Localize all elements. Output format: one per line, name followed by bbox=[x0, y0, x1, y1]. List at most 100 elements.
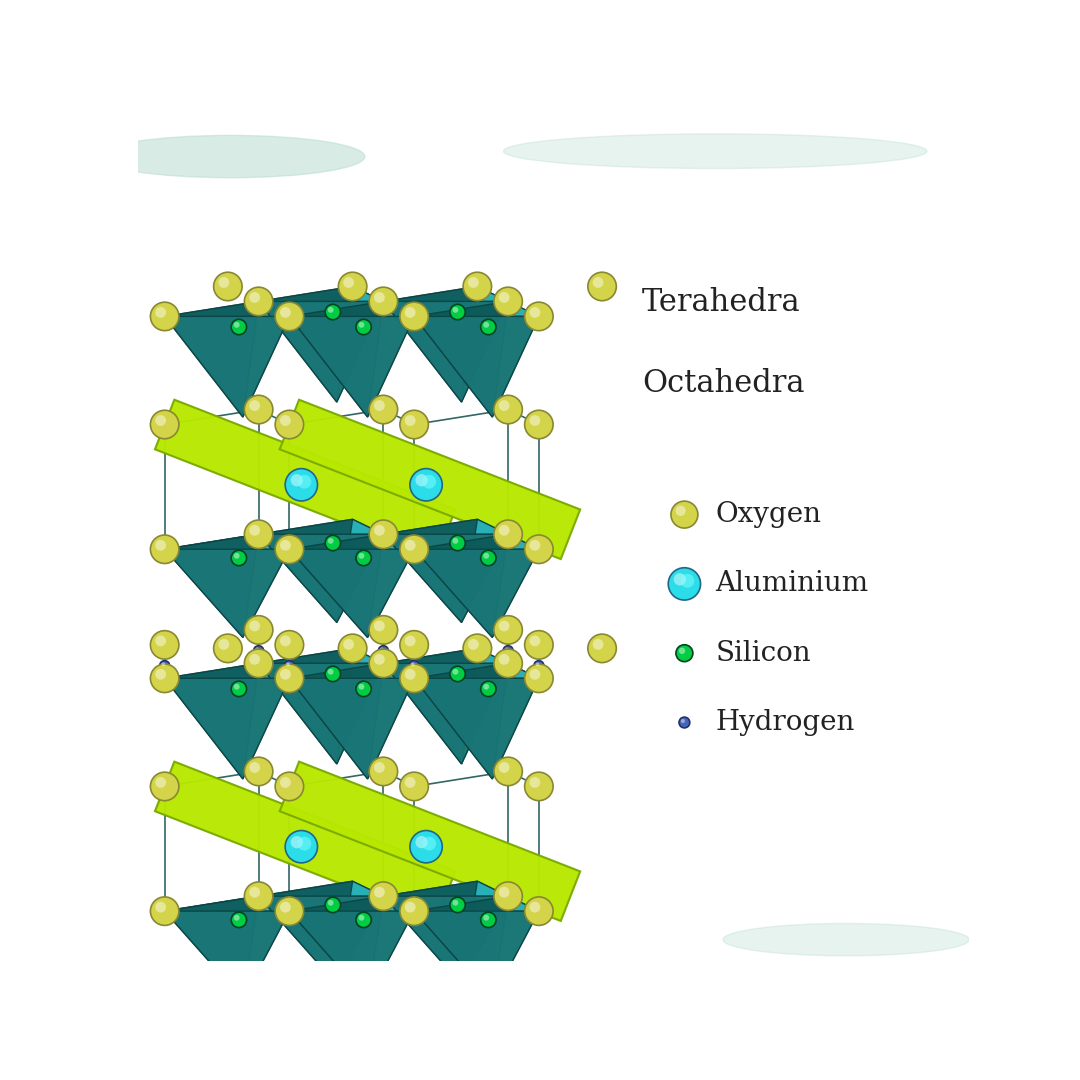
Polygon shape bbox=[414, 316, 539, 417]
Polygon shape bbox=[289, 896, 383, 999]
Circle shape bbox=[405, 307, 416, 318]
Circle shape bbox=[156, 635, 166, 646]
Circle shape bbox=[463, 272, 491, 300]
Circle shape bbox=[525, 410, 553, 438]
Circle shape bbox=[284, 1023, 295, 1032]
Circle shape bbox=[231, 320, 246, 335]
Circle shape bbox=[679, 717, 690, 728]
Ellipse shape bbox=[95, 135, 365, 178]
Circle shape bbox=[150, 535, 179, 564]
Polygon shape bbox=[243, 896, 289, 999]
Circle shape bbox=[275, 631, 303, 659]
Circle shape bbox=[380, 1010, 383, 1013]
Ellipse shape bbox=[503, 134, 927, 168]
Circle shape bbox=[218, 278, 229, 288]
Circle shape bbox=[380, 647, 383, 651]
Circle shape bbox=[156, 415, 166, 426]
Circle shape bbox=[356, 320, 372, 335]
Circle shape bbox=[405, 998, 416, 1009]
Polygon shape bbox=[289, 912, 414, 999]
Circle shape bbox=[280, 669, 291, 679]
Polygon shape bbox=[383, 648, 508, 663]
Circle shape bbox=[400, 302, 429, 330]
Circle shape bbox=[676, 645, 693, 662]
Circle shape bbox=[378, 646, 389, 656]
Text: Silicon: Silicon bbox=[715, 639, 811, 666]
Circle shape bbox=[529, 415, 540, 426]
Polygon shape bbox=[383, 286, 477, 402]
Text: Aluminium: Aluminium bbox=[715, 570, 868, 597]
Circle shape bbox=[249, 762, 260, 773]
Polygon shape bbox=[289, 301, 383, 417]
Circle shape bbox=[369, 616, 397, 644]
Circle shape bbox=[249, 400, 260, 411]
Circle shape bbox=[356, 681, 372, 697]
Text: Oxygen: Oxygen bbox=[715, 501, 821, 528]
Circle shape bbox=[503, 646, 513, 656]
Circle shape bbox=[481, 320, 496, 335]
Polygon shape bbox=[164, 301, 258, 417]
Polygon shape bbox=[258, 535, 383, 622]
Circle shape bbox=[525, 302, 553, 330]
Circle shape bbox=[285, 469, 318, 501]
Circle shape bbox=[525, 772, 553, 800]
Polygon shape bbox=[164, 896, 258, 999]
Circle shape bbox=[481, 913, 496, 928]
Polygon shape bbox=[243, 535, 289, 637]
Circle shape bbox=[338, 634, 367, 663]
Circle shape bbox=[244, 977, 273, 1007]
Circle shape bbox=[534, 1023, 544, 1032]
Circle shape bbox=[593, 639, 604, 650]
Circle shape bbox=[499, 525, 510, 536]
Circle shape bbox=[280, 415, 291, 426]
Circle shape bbox=[343, 278, 354, 288]
Polygon shape bbox=[461, 286, 508, 402]
Circle shape bbox=[680, 719, 685, 723]
Text: Octahedra: Octahedra bbox=[642, 368, 805, 400]
Circle shape bbox=[244, 616, 273, 644]
Circle shape bbox=[254, 1008, 264, 1017]
Polygon shape bbox=[289, 896, 414, 912]
Circle shape bbox=[494, 757, 523, 785]
Polygon shape bbox=[289, 535, 383, 637]
Circle shape bbox=[529, 635, 540, 646]
Circle shape bbox=[327, 307, 334, 313]
Circle shape bbox=[450, 536, 465, 551]
Circle shape bbox=[374, 525, 384, 536]
Circle shape bbox=[249, 983, 260, 994]
Circle shape bbox=[150, 993, 179, 1021]
Circle shape bbox=[453, 538, 458, 544]
Polygon shape bbox=[337, 519, 383, 622]
Text: Terahedra: Terahedra bbox=[642, 287, 800, 319]
Polygon shape bbox=[414, 678, 539, 779]
Polygon shape bbox=[164, 896, 289, 912]
Circle shape bbox=[494, 395, 523, 423]
Polygon shape bbox=[258, 881, 352, 984]
Circle shape bbox=[481, 681, 496, 697]
Circle shape bbox=[286, 1024, 289, 1028]
Circle shape bbox=[275, 772, 303, 800]
Circle shape bbox=[249, 653, 260, 665]
Circle shape bbox=[525, 664, 553, 692]
Circle shape bbox=[416, 836, 428, 848]
Circle shape bbox=[410, 662, 415, 666]
Polygon shape bbox=[243, 663, 289, 779]
Circle shape bbox=[374, 292, 384, 302]
Circle shape bbox=[280, 540, 291, 551]
Polygon shape bbox=[289, 535, 414, 550]
Circle shape bbox=[405, 415, 416, 426]
Circle shape bbox=[534, 661, 544, 671]
Polygon shape bbox=[258, 663, 383, 764]
Circle shape bbox=[369, 977, 397, 1007]
Circle shape bbox=[249, 887, 260, 897]
Circle shape bbox=[275, 896, 303, 926]
Circle shape bbox=[156, 777, 166, 787]
Polygon shape bbox=[258, 881, 383, 896]
Polygon shape bbox=[383, 663, 508, 764]
Circle shape bbox=[409, 1023, 419, 1032]
Polygon shape bbox=[414, 912, 539, 999]
Polygon shape bbox=[461, 519, 508, 622]
Circle shape bbox=[327, 669, 334, 675]
Circle shape bbox=[249, 525, 260, 536]
Circle shape bbox=[150, 302, 179, 330]
